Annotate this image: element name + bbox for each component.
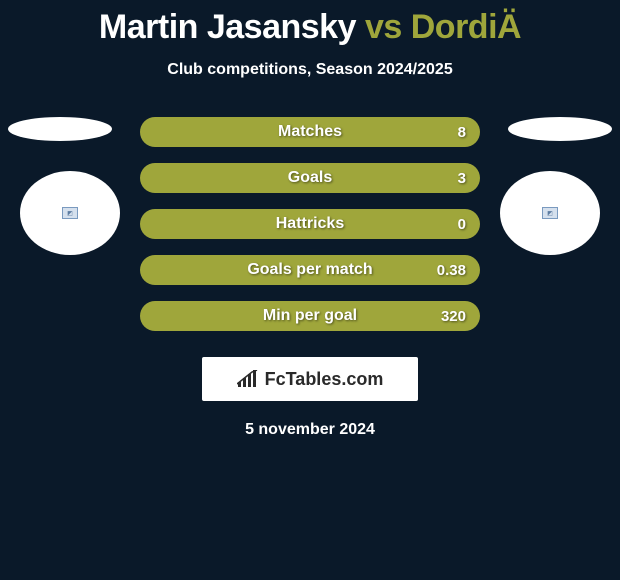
subtitle: Club competitions, Season 2024/2025 (0, 61, 620, 79)
stat-row: Matches 8 (140, 117, 480, 147)
vs-text: vs (365, 8, 402, 46)
player1-name: Martin Jasansky (99, 8, 356, 46)
chart-icon (237, 370, 259, 388)
stat-label: Hattricks (276, 215, 344, 233)
stat-row: Hattricks 0 (140, 209, 480, 239)
page-title: Martin Jasansky vs DordiÄ (0, 0, 620, 47)
date-text: 5 november 2024 (0, 421, 620, 439)
logo-text: FcTables.com (265, 369, 384, 390)
stat-value: 0 (458, 216, 466, 233)
stat-label: Goals per match (247, 261, 372, 279)
stat-label: Matches (278, 123, 342, 141)
placeholder-icon: ◩ (542, 207, 558, 219)
stat-row: Goals 3 (140, 163, 480, 193)
logo-box[interactable]: FcTables.com (202, 357, 418, 401)
left-oval-decoration (8, 117, 112, 141)
stat-label: Min per goal (263, 307, 357, 325)
right-oval-decoration (508, 117, 612, 141)
stat-value: 3 (458, 170, 466, 187)
right-player-avatar: ◩ (500, 171, 600, 255)
stat-value: 8 (458, 124, 466, 141)
stat-row: Goals per match 0.38 (140, 255, 480, 285)
stats-bars: Matches 8 Goals 3 Hattricks 0 Goals per … (140, 117, 480, 347)
left-player-avatar: ◩ (20, 171, 120, 255)
content-area: ◩ ◩ Matches 8 Goals 3 Hattricks 0 Goals … (0, 117, 620, 347)
placeholder-icon: ◩ (62, 207, 78, 219)
stat-value: 0.38 (437, 262, 466, 279)
stat-label: Goals (288, 169, 332, 187)
stat-value: 320 (441, 308, 466, 325)
player2-name: DordiÄ (411, 8, 521, 46)
stat-row: Min per goal 320 (140, 301, 480, 331)
